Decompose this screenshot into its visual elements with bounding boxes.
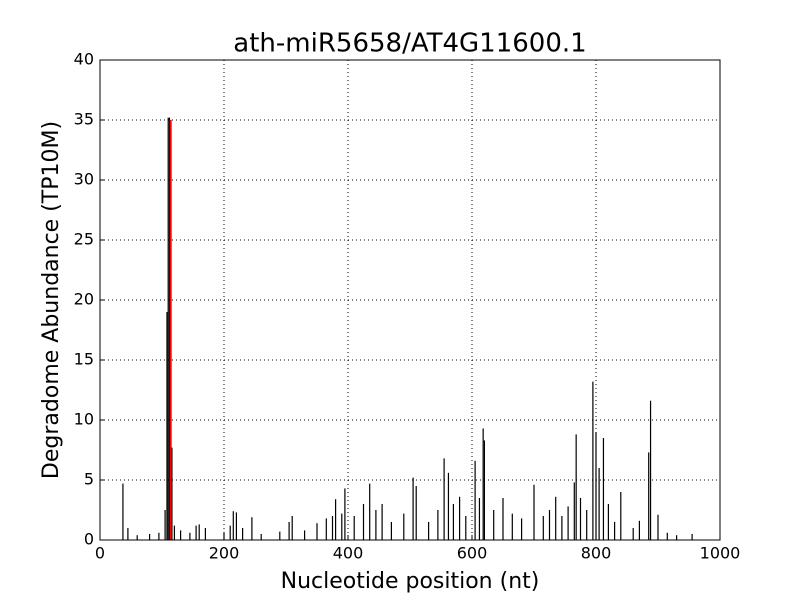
- y-tick-label: 30: [74, 170, 94, 189]
- x-tick-label: 200: [209, 544, 240, 563]
- x-tick-label: 1000: [700, 544, 741, 563]
- chart-title: ath-miR5658/AT4G11600.1: [233, 29, 586, 59]
- plot-frame: [99, 59, 721, 541]
- y-tick-label: 5: [84, 470, 94, 489]
- y-tick-label: 20: [74, 290, 94, 309]
- x-tick-label: 600: [457, 544, 488, 563]
- x-tick-label: 800: [581, 544, 612, 563]
- x-tick-label: 0: [95, 544, 105, 563]
- y-tick-label: 15: [74, 350, 94, 369]
- y-tick-label: 10: [74, 410, 94, 429]
- y-tick-label: 25: [74, 230, 94, 249]
- x-tick-label: 400: [333, 544, 364, 563]
- y-tick-label: 0: [84, 530, 94, 549]
- x-axis-label: Nucleotide position (nt): [281, 569, 540, 594]
- y-axis-label: Degradome Abundance (TP10M): [39, 121, 64, 479]
- y-tick-label: 35: [74, 110, 94, 129]
- y-tick-label: 40: [74, 50, 94, 69]
